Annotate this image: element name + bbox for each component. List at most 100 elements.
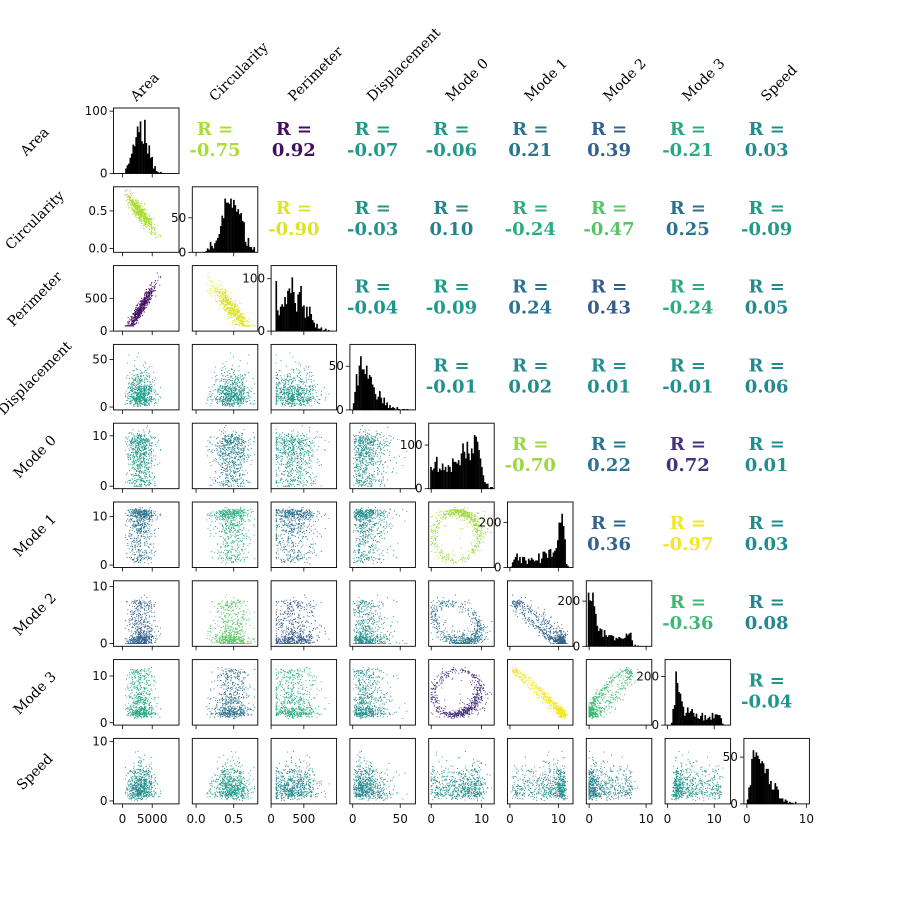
scatter-point: [130, 200, 131, 201]
scatter-point: [152, 286, 153, 287]
scatter-point: [146, 298, 147, 299]
hist-bar: [137, 126, 139, 173]
scatter-point: [131, 207, 132, 208]
scatter-point: [147, 304, 148, 305]
scatter-point: [136, 217, 137, 218]
scatter-point: [152, 295, 153, 296]
scatter-point: [150, 232, 151, 233]
scatter-point: [137, 313, 138, 314]
scatter-point: [146, 295, 147, 296]
scatter-perimeter-vs-area: 0500: [85, 266, 179, 339]
scatter-point: [149, 291, 150, 292]
scatter-point: [159, 234, 160, 235]
corr-area-displacement: R =-0.07: [347, 119, 398, 161]
corr-value: -0.07: [347, 140, 398, 161]
scatter-point: [149, 293, 150, 294]
scatter-point: [128, 197, 129, 198]
corr-circularity-mode-2: R =-0.47: [583, 198, 634, 240]
scatter-point: [139, 203, 140, 204]
scatter-point: [136, 202, 137, 203]
corr-label: R =: [433, 119, 469, 140]
scatter-point: [145, 292, 146, 293]
scatter-point: [210, 288, 211, 289]
scatter-point: [251, 321, 252, 322]
corr-area-mode-1: R =0.21: [508, 119, 552, 161]
scatter-point: [135, 313, 136, 314]
scatter-point: [231, 307, 232, 308]
corr-value: 0.92: [272, 140, 316, 161]
scatter-point: [151, 224, 152, 225]
scatter-point: [148, 293, 149, 294]
scatter-point: [140, 310, 141, 311]
hist-bar: [144, 120, 146, 174]
scatter-point: [132, 193, 133, 194]
scatter-point: [213, 287, 214, 288]
hist-y-tick-label: 100: [85, 104, 108, 118]
column-label-area: Area: [127, 70, 163, 106]
scatter-point: [138, 214, 139, 215]
hist-bar: [138, 132, 140, 173]
scatter-point: [130, 189, 131, 190]
scatter-point: [221, 294, 222, 295]
corr-area-perimeter: R =0.92: [272, 119, 316, 161]
scatter-point: [137, 214, 138, 215]
corr-label: R =: [748, 198, 784, 219]
scatter-point: [238, 322, 239, 323]
scatter-point: [228, 299, 229, 300]
corr-circularity-mode-1: R =-0.24: [505, 198, 556, 240]
scatter-point: [152, 228, 153, 229]
scatter-point: [128, 321, 129, 322]
scatter-point: [126, 200, 127, 201]
scatter-point: [140, 315, 141, 316]
corr-value: 0.39: [587, 140, 631, 161]
scatter-point: [149, 290, 150, 291]
scatter-point: [157, 280, 158, 281]
scatter-point: [137, 305, 138, 306]
corr-circularity-mode-3: R =0.25: [666, 198, 710, 240]
scatter-point: [217, 286, 218, 287]
scatter-point: [143, 225, 144, 226]
scatter-point: [147, 224, 148, 225]
hist-bar: [140, 121, 142, 173]
scatter-point: [130, 203, 131, 204]
scatter-point: [127, 321, 128, 322]
scatter-point: [142, 305, 143, 306]
scatter-point: [157, 273, 158, 274]
corr-value: 0.25: [666, 219, 710, 240]
scatter-point: [149, 224, 150, 225]
scatter-point: [150, 219, 151, 220]
scatter-point: [154, 228, 155, 229]
hist-bar: [240, 213, 242, 252]
corr-label: R =: [670, 198, 706, 219]
scatter-point: [144, 210, 145, 211]
scatter-point: [245, 325, 246, 326]
corr-area-circularity: R =-0.75: [189, 119, 240, 161]
hist-bar: [131, 154, 133, 174]
scatter-point: [229, 317, 230, 318]
scatter-point: [144, 306, 145, 307]
scatter-point: [131, 201, 132, 202]
scatter-point: [133, 314, 134, 315]
corr-label: R =: [354, 198, 390, 219]
scatter-point: [212, 291, 213, 292]
scatter-point: [136, 305, 137, 306]
scatter-point: [240, 316, 241, 317]
scatter-point: [148, 214, 149, 215]
scatter-point: [153, 291, 154, 292]
scatter-point: [154, 229, 155, 230]
scatter-point: [219, 280, 220, 281]
scatter-point: [127, 325, 128, 326]
scatter-point: [129, 207, 130, 208]
scatter-point: [139, 311, 140, 312]
scatter-point: [141, 225, 142, 226]
scatter-point: [144, 309, 145, 310]
scatter-point: [140, 303, 141, 304]
scatter-point: [147, 302, 148, 303]
scatter-point: [133, 205, 134, 206]
scatter-point: [148, 229, 149, 230]
scatter-point: [130, 325, 131, 326]
scatter-point: [244, 324, 245, 325]
scatter-point: [155, 284, 156, 285]
scatter-point: [148, 300, 149, 301]
scatter-point: [138, 303, 139, 304]
